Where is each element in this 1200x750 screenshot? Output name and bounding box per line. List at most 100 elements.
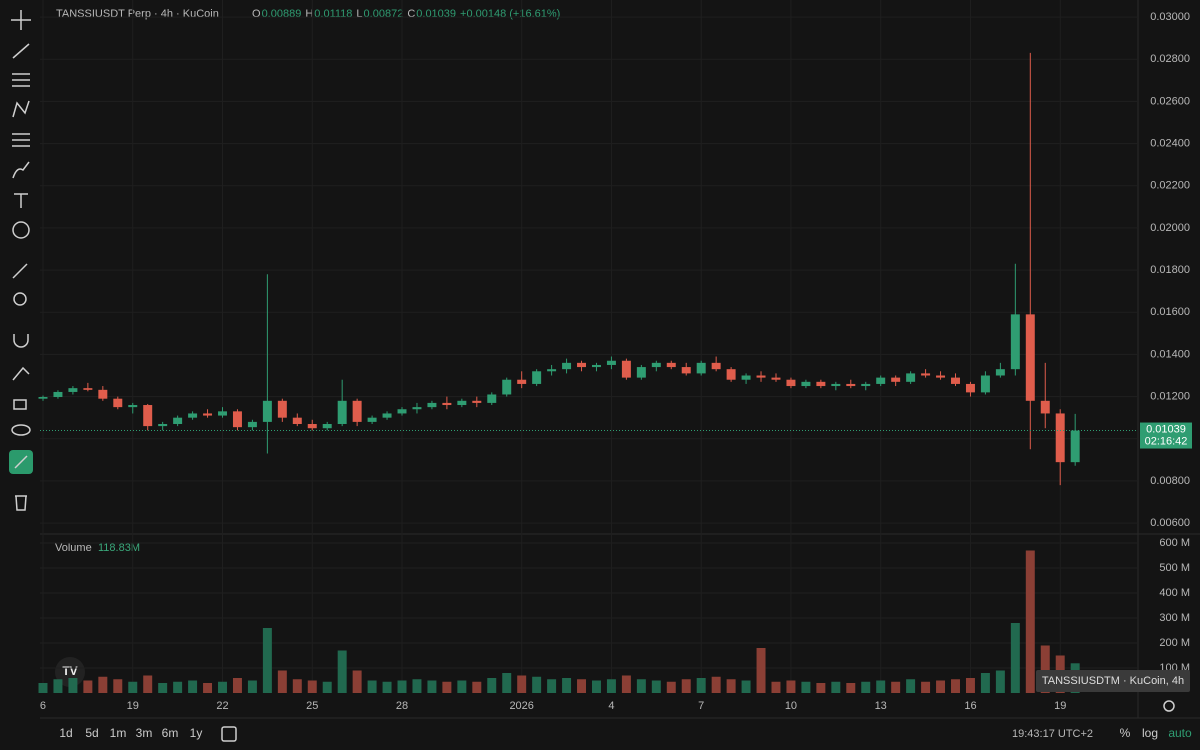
pattern-tool[interactable] <box>12 100 30 118</box>
volume-bar <box>203 683 213 693</box>
ruler-tool[interactable] <box>12 263 28 279</box>
x-tick-label: 10 <box>785 700 797 712</box>
range-button[interactable]: 3m <box>136 726 153 740</box>
brush-tool[interactable] <box>12 161 30 179</box>
line-tool[interactable] <box>12 43 30 59</box>
y-tick-label: 0.01800 <box>1150 264 1190 276</box>
volume-bar <box>621 675 631 693</box>
volume-title: Volume <box>55 542 92 554</box>
volume-value: 118.83M <box>98 542 140 554</box>
x-tick-label: 16 <box>964 700 976 712</box>
logo-mark: TV <box>62 664 77 678</box>
y-tick-label: 0.02600 <box>1150 95 1190 107</box>
volume-bar <box>98 676 108 693</box>
y-tick-label: 0.02200 <box>1150 180 1190 192</box>
y2-tick-label: 500 M <box>1159 562 1190 574</box>
volume-bar <box>846 683 856 693</box>
volume-bar <box>562 678 572 693</box>
candle-body <box>307 423 317 429</box>
candle-body <box>277 400 287 418</box>
candle-body <box>951 377 960 384</box>
volume-bar <box>1040 645 1050 693</box>
magnet-tool[interactable] <box>13 334 29 348</box>
ohlc-value: 0.01039 <box>416 8 456 20</box>
emoji-tool[interactable] <box>12 221 30 239</box>
candle-body <box>876 377 886 384</box>
x-tick-label: 4 <box>608 700 614 712</box>
candle-body <box>262 400 272 422</box>
volume-bar <box>502 673 512 693</box>
ohlc-prefix: O <box>252 8 261 20</box>
lock-tool[interactable] <box>13 399 27 410</box>
crosshair-tool[interactable] <box>11 10 31 30</box>
x-tick-label: 13 <box>875 700 887 712</box>
scale-button[interactable]: auto <box>1168 726 1192 740</box>
candle-body <box>562 362 572 370</box>
hide-tool[interactable] <box>11 424 31 436</box>
x-tick-label: 2026 <box>509 700 533 712</box>
candle-body <box>1025 314 1035 401</box>
range-button[interactable]: 6m <box>162 726 179 740</box>
scale-button[interactable]: % <box>1120 726 1131 740</box>
volume-bar <box>891 681 901 693</box>
range-button[interactable]: 1m <box>110 726 127 740</box>
candle-body <box>38 397 48 399</box>
price-tag-value: 0.01039 <box>1146 423 1186 435</box>
x-tick-label: 19 <box>1054 700 1066 712</box>
y-tick-label: 0.01600 <box>1150 306 1190 318</box>
projection-tool[interactable] <box>12 133 30 147</box>
candle-body <box>636 367 646 378</box>
candle-body <box>203 413 213 416</box>
volume-bar <box>113 679 123 693</box>
volume-bar <box>936 680 946 693</box>
candle-body <box>158 423 168 427</box>
candle-body <box>487 394 497 403</box>
volume-bar <box>876 680 886 693</box>
candle-body <box>382 413 392 418</box>
date-picker[interactable] <box>221 726 237 742</box>
ohlc-prefix: H <box>305 8 313 20</box>
candle-body <box>98 389 108 399</box>
volume-bar <box>38 683 48 693</box>
y2-tick-label: 400 M <box>1159 587 1190 599</box>
settings[interactable] <box>1163 700 1175 712</box>
range-button[interactable]: 1y <box>190 726 203 740</box>
candle-body <box>188 413 198 418</box>
volume-bar <box>1025 550 1035 693</box>
candle-body <box>891 377 901 382</box>
volume-bar <box>547 679 557 693</box>
candle-body <box>711 362 721 370</box>
volume-bar <box>756 648 766 693</box>
y-tick-label: 0.02400 <box>1150 137 1190 149</box>
candle-body <box>606 360 616 365</box>
volume-bar <box>262 628 272 693</box>
ohlc-prefix: C <box>407 8 415 20</box>
trash-tool[interactable] <box>15 495 27 511</box>
candle-body <box>547 369 557 372</box>
range-button[interactable]: 1d <box>59 726 72 740</box>
fib-tool[interactable] <box>12 73 30 87</box>
y2-tick-label: 200 M <box>1159 637 1190 649</box>
tooltip-box <box>1036 670 1190 692</box>
volume-bar <box>906 679 916 693</box>
text-tool[interactable] <box>14 193 28 208</box>
tooltip-text: TANSSIUSDTM · KuCoin, 4h <box>1042 675 1184 687</box>
volume-bar <box>158 683 168 693</box>
candle-body <box>83 388 93 390</box>
volume-bar <box>861 681 871 693</box>
range-button[interactable]: 5d <box>85 726 98 740</box>
candle-body <box>965 383 975 393</box>
stay-drawing-tool[interactable] <box>12 366 30 381</box>
volume-bar <box>247 680 257 693</box>
y-tick-label: 0.00800 <box>1150 475 1190 487</box>
candle-body <box>831 383 841 387</box>
ohlc-value: 0.00872 <box>364 8 404 20</box>
candle-body <box>173 417 183 424</box>
scale-button[interactable]: log <box>1142 726 1158 740</box>
x-tick-label: 7 <box>698 700 704 712</box>
candle-body <box>68 388 78 392</box>
volume-bar <box>397 680 407 693</box>
zoom-tool[interactable] <box>13 292 27 306</box>
candle-body <box>247 421 257 428</box>
